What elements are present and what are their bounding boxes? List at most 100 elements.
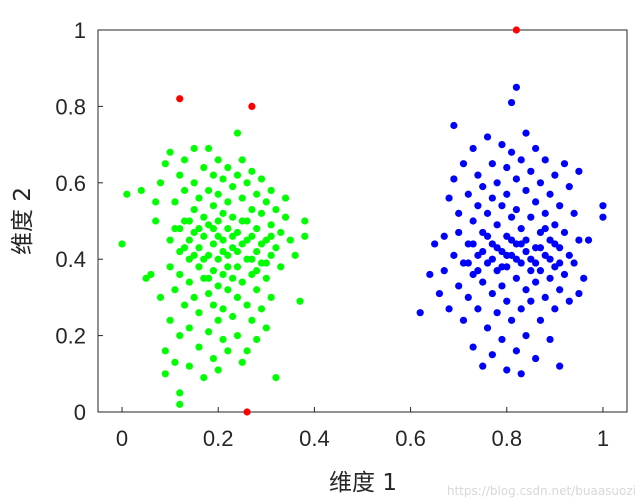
scatter-point: [522, 129, 530, 137]
scatter-point: [253, 286, 261, 294]
scatter-point: [546, 274, 554, 282]
scatter-point: [541, 156, 549, 164]
scatter-point: [262, 259, 270, 267]
y-tick-label: 0.4: [55, 247, 86, 272]
scatter-point: [450, 121, 458, 130]
scatter-point: [190, 205, 198, 214]
scatter-point: [556, 259, 564, 267]
scatter-point: [200, 213, 208, 221]
scatter-point: [455, 228, 463, 237]
scatter-point: [522, 332, 530, 340]
scatter-point: [527, 267, 535, 275]
scatter-point: [575, 289, 583, 298]
scatter-point: [152, 217, 160, 225]
scatter-point: [464, 190, 472, 198]
scatter-point: [267, 221, 275, 229]
scatter-point: [281, 213, 290, 221]
scatter-point: [243, 236, 251, 244]
scatter-point: [209, 171, 218, 179]
scatter-point: [431, 240, 439, 248]
scatter-point: [536, 244, 545, 252]
scatter-point: [229, 213, 237, 221]
scatter-point: [200, 163, 208, 172]
scatter-point: [507, 316, 516, 324]
scatter-point: [455, 209, 463, 217]
scatter-point: [522, 236, 530, 244]
scatter-point: [469, 270, 477, 279]
scatter-point: [541, 225, 549, 233]
scatter-point: [556, 286, 564, 294]
scatter-point: [281, 194, 290, 202]
scatter-point: [219, 175, 227, 183]
scatter-point: [435, 289, 444, 298]
scatter-point: [205, 186, 213, 195]
scatter-point: [176, 389, 184, 397]
x-tick-label: 0.2: [203, 426, 234, 451]
scatter-point: [445, 194, 453, 202]
scatter-point: [142, 274, 150, 282]
scatter-point: [262, 236, 270, 244]
scatter-point: [469, 343, 477, 351]
scatter-point: [541, 251, 549, 259]
scatter-point: [541, 293, 549, 301]
scatter-point: [166, 316, 174, 324]
scatter-point: [580, 274, 588, 282]
scatter-point: [267, 186, 275, 195]
scatter-point: [483, 209, 492, 217]
scatter-point: [507, 213, 516, 221]
scatter-point: [488, 240, 496, 248]
scatter-point: [185, 324, 193, 332]
scatter-point: [195, 225, 203, 233]
scatter-point: [498, 263, 506, 271]
scatter-point: [214, 255, 222, 263]
scatter-point: [180, 301, 189, 309]
scatter-point: [483, 259, 492, 267]
y-tick-label: 0: [74, 400, 86, 425]
scatter-point: [219, 335, 227, 344]
y-tick-label: 0.2: [55, 324, 86, 349]
scatter-point: [171, 358, 179, 366]
scatter-point: [195, 244, 203, 252]
scatter-point: [214, 316, 222, 324]
scatter-point: [560, 228, 569, 237]
scatter-point: [551, 305, 559, 313]
scatter-point: [560, 160, 569, 168]
plot-area: [97, 29, 628, 413]
x-axis-label: 维度 1: [329, 470, 397, 496]
scatter-point: [493, 244, 501, 252]
scatter-point: [224, 225, 232, 233]
scatter-point: [575, 167, 583, 175]
scatter-point: [248, 167, 256, 175]
scatter-point: [517, 305, 525, 313]
scatter-point: [503, 190, 511, 198]
scatter-point: [267, 251, 275, 259]
scatter-point: [498, 335, 506, 344]
scatter-point: [166, 263, 174, 271]
scatter-point: [123, 190, 131, 198]
axis-ticks: 0 0.2 0.4 0.6 0.8 1 0 0.2 0.4 0.6 0.8 1: [55, 18, 609, 451]
data-points: [118, 26, 607, 416]
y-tick-label: 0.8: [55, 94, 86, 119]
scatter-point: [426, 270, 434, 279]
scatter-point: [498, 282, 506, 290]
scatter-point: [551, 221, 559, 229]
scatter-point: [180, 244, 189, 252]
scatter-point: [161, 347, 169, 355]
scatter-point: [522, 286, 530, 294]
scatter-point: [512, 255, 520, 263]
scatter-point: [301, 232, 309, 240]
scatter-point: [474, 202, 482, 210]
scatter-point: [166, 148, 174, 156]
scatter-point: [180, 186, 189, 195]
scatter-point: [536, 228, 545, 237]
scatter-point: [277, 263, 285, 271]
scatter-point: [498, 141, 506, 149]
scatter-point: [229, 232, 237, 240]
scatter-point: [565, 297, 573, 305]
scatter-point: [440, 232, 448, 240]
scatter-point: [546, 236, 554, 244]
scatter-point: [257, 305, 266, 313]
scatter-point: [459, 316, 468, 324]
scatter-point: [532, 278, 540, 286]
scatter-point: [257, 175, 266, 183]
